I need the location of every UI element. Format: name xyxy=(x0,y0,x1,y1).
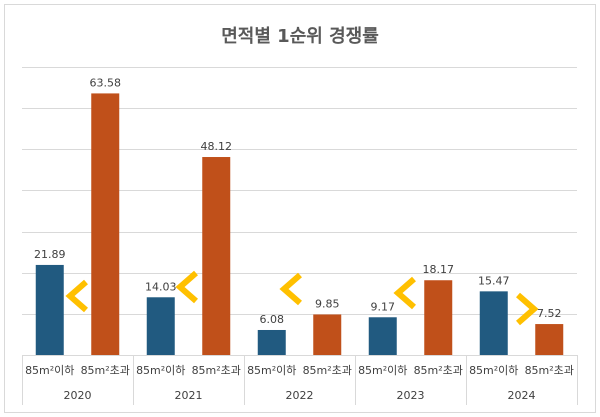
x-tick-label: 85m²초과 xyxy=(192,364,241,377)
x-tick-label: 85m²이하 xyxy=(247,363,296,377)
greater-than-mark xyxy=(516,292,539,326)
value-label: 18.17 xyxy=(423,263,455,276)
value-label: 9.17 xyxy=(371,300,396,313)
chart-title: 면적별 1순위 경쟁률 xyxy=(221,26,379,47)
bar xyxy=(35,264,64,355)
value-label: 15.47 xyxy=(478,274,510,287)
x-tick-label: 85m²이하 xyxy=(136,363,185,377)
value-label: 63.58 xyxy=(90,76,122,89)
x-group-label: 2021 xyxy=(175,389,203,402)
x-tick-label: 85m²이하 xyxy=(469,363,518,377)
value-label: 7.52 xyxy=(537,307,562,320)
x-tick-label: 85m²초과 xyxy=(303,364,352,377)
less-than-mark xyxy=(175,270,198,304)
less-than-mark xyxy=(393,276,416,310)
value-label: 14.03 xyxy=(145,280,177,293)
bar xyxy=(424,280,453,355)
x-group-label: 2023 xyxy=(397,389,425,402)
value-label: 6.08 xyxy=(260,313,285,326)
value-label: 48.12 xyxy=(201,140,233,153)
bar xyxy=(202,157,231,355)
bar xyxy=(479,291,508,355)
x-tick-label: 85m²이하 xyxy=(25,363,74,377)
less-than-mark xyxy=(65,279,88,313)
x-group-label: 2020 xyxy=(64,389,92,402)
value-label: 21.89 xyxy=(34,248,66,261)
x-tick-label: 85m²초과 xyxy=(414,364,463,377)
bar xyxy=(146,297,175,355)
x-tick-label: 85m²초과 xyxy=(81,364,130,377)
bar xyxy=(91,93,120,356)
x-tick-label: 85m²이하 xyxy=(358,363,407,377)
bar xyxy=(257,329,286,355)
bar xyxy=(368,317,397,355)
comparison-marks xyxy=(65,270,539,326)
bar xyxy=(313,314,342,355)
value-label: 9.85 xyxy=(315,297,340,310)
x-group-label: 2024 xyxy=(508,389,536,402)
x-tick-label: 85m²초과 xyxy=(525,364,574,377)
bar xyxy=(535,324,564,355)
x-group-label: 2022 xyxy=(286,389,314,402)
less-than-mark xyxy=(279,272,302,306)
